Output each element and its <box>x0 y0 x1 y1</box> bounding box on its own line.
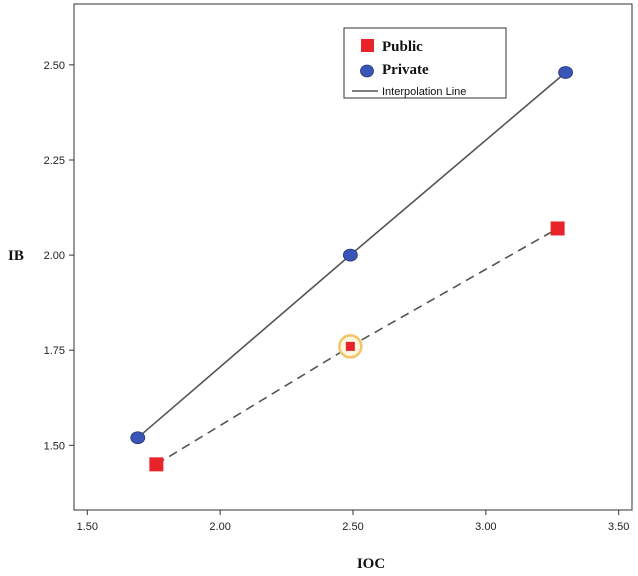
legend-marker-public <box>361 39 374 52</box>
point-private <box>130 431 146 445</box>
point-public <box>550 221 565 236</box>
axis-ticks: 1.50 2.00 2.50 3.00 3.50 1.50 1.75 2.00 2.25 2.50 <box>44 60 630 533</box>
x-tick-label: 2.00 <box>209 521 230 533</box>
x-tick-label: 3.50 <box>608 521 629 533</box>
legend-marker-private <box>360 64 374 78</box>
y-tick-label: 1.50 <box>44 440 65 452</box>
x-axis-title: IOC <box>357 556 385 572</box>
point-private <box>342 248 358 262</box>
x-tick-label: 3.00 <box>475 521 496 533</box>
legend-label: Private <box>382 62 429 78</box>
x-tick-label: 2.50 <box>342 521 363 533</box>
data-markers <box>130 66 573 472</box>
legend-label: Public <box>382 39 423 55</box>
y-axis-title: IB <box>8 248 24 264</box>
legend: Public Private Interpolation Line <box>343 27 507 99</box>
point-public <box>345 341 355 351</box>
legend-label: Interpolation Line <box>382 86 466 98</box>
point-public <box>149 457 164 472</box>
y-tick-label: 2.00 <box>44 250 65 262</box>
y-tick-label: 2.50 <box>44 60 65 72</box>
x-tick-label: 1.50 <box>77 521 98 533</box>
point-private <box>558 66 573 79</box>
y-tick-label: 2.25 <box>44 155 65 167</box>
y-tick-label: 1.75 <box>44 345 65 357</box>
